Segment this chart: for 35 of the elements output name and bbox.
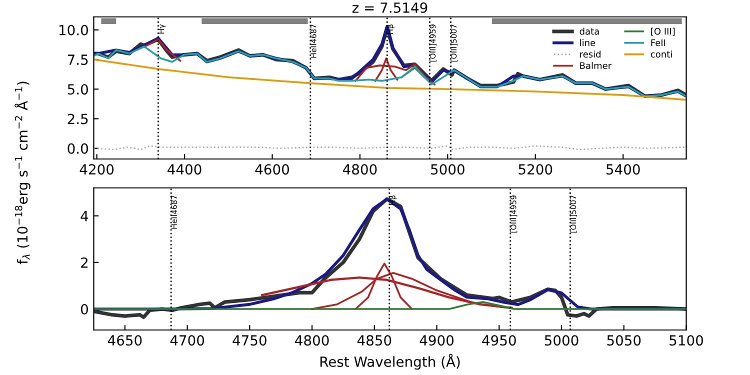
- x-tick-label: 5200: [518, 164, 552, 175]
- x-tick-label: 4600: [255, 164, 289, 175]
- x-tick-label: 4950: [482, 335, 516, 346]
- legend-label: FeII: [651, 39, 666, 46]
- text: f$_{λ}$ (10$^{−18}$erg s$^{−1}$ cm$^{−2}$ Å$^{−1}$): [14, 82, 30, 264]
- x-tick-label: 4650: [108, 335, 142, 346]
- x-tick-label: 4850: [357, 335, 392, 346]
- x-tick-label: 5000: [544, 335, 578, 346]
- y-tick-label: 2: [81, 257, 88, 268]
- x-tick-label: 4900: [420, 335, 454, 346]
- y-tick-label: 0: [80, 304, 88, 315]
- legend-label: [O III]: [651, 28, 675, 36]
- legend-label: conti: [650, 50, 672, 58]
- x-tick-label: 4800: [295, 335, 329, 346]
- x-tick-label: 4800: [342, 164, 377, 175]
- y-tick-label: 4: [80, 210, 88, 222]
- legend-label: line: [580, 39, 596, 46]
- x-tick-label: 4400: [168, 164, 202, 175]
- y-tick-label: 10.0: [59, 24, 88, 36]
- x-tick-label: 5100: [670, 335, 703, 346]
- x-axis-title: Rest Wavelength (Å): [320, 354, 460, 370]
- legend-label: resid: [580, 50, 600, 58]
- chart-title: z = 7.5149: [352, 2, 428, 13]
- y-tick-label: 2.5: [68, 114, 88, 124]
- legend-label: data: [580, 28, 599, 35]
- legend-label: Balmer: [580, 62, 612, 70]
- x-tick-label: 5000: [431, 164, 464, 175]
- y-tick-label: 0.0: [68, 143, 88, 154]
- x-tick-label: 5050: [607, 335, 641, 346]
- x-tick-label: 4200: [80, 164, 114, 175]
- y-tick-label: 5.0: [68, 84, 88, 95]
- y-tick-label: 7.5: [68, 54, 88, 65]
- x-tick-label: 5400: [606, 164, 640, 175]
- x-tick-label: 4700: [170, 335, 204, 346]
- x-tick-label: 4750: [232, 335, 266, 346]
